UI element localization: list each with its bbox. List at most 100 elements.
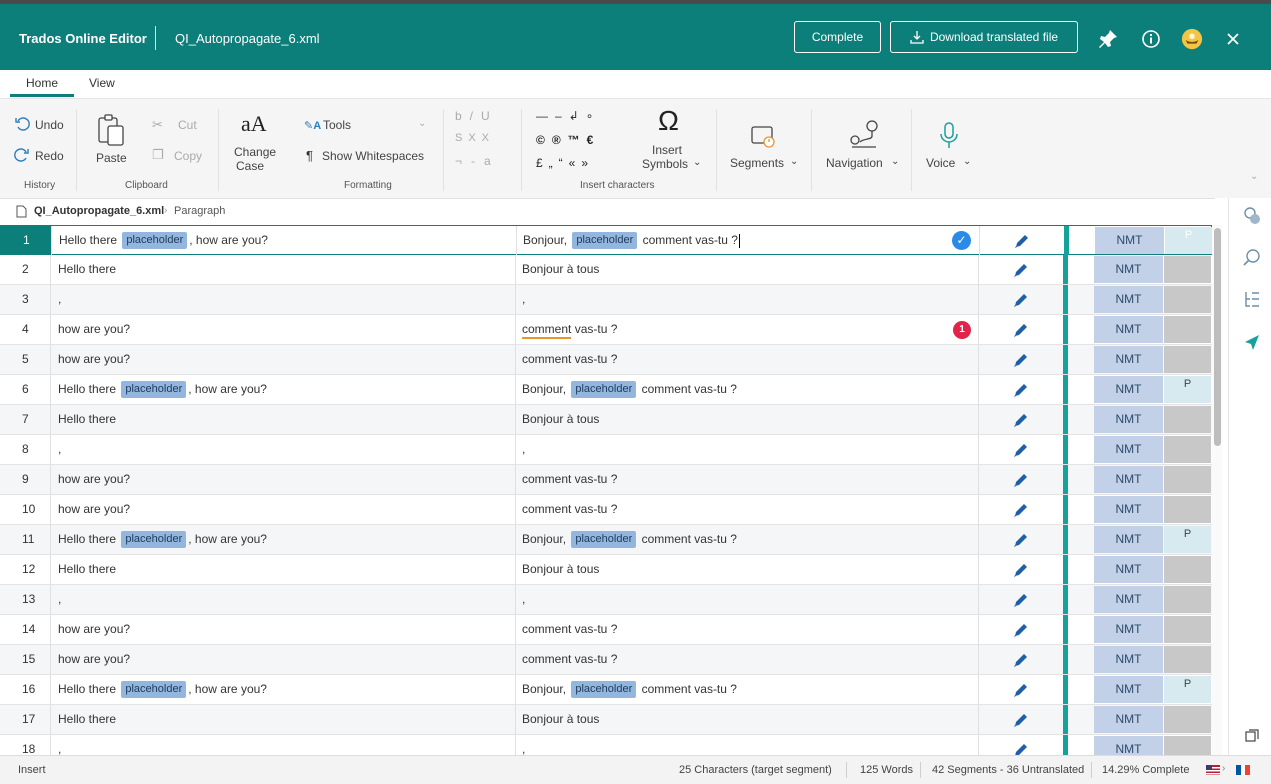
- show-whitespaces-button[interactable]: Show Whitespaces: [322, 149, 425, 163]
- target-cell[interactable]: Bonjour à tous: [516, 255, 979, 284]
- complete-button[interactable]: Complete: [794, 21, 881, 53]
- segment-row[interactable]: 17 Hello there Bonjour à tous NMT: [0, 705, 1212, 735]
- edit-pencil-icon[interactable]: [979, 285, 1063, 314]
- edit-pencil-icon[interactable]: [979, 405, 1063, 434]
- insert-symbols-label-2[interactable]: Symbols: [642, 157, 689, 171]
- search-icon[interactable]: [1241, 247, 1263, 269]
- target-cell[interactable]: Bonjour à tous: [516, 405, 979, 434]
- edit-pencil-icon[interactable]: [979, 345, 1063, 374]
- segment-row[interactable]: 9 how are you? comment vas-tu ? NMT: [0, 465, 1212, 495]
- copy-window-icon[interactable]: [1241, 725, 1263, 747]
- target-cell[interactable]: ,: [516, 285, 979, 314]
- currency-quote-icons[interactable]: £„“«»: [536, 156, 595, 170]
- genie-lamp-icon[interactable]: [1181, 28, 1203, 50]
- scrollbar-track[interactable]: [1212, 225, 1222, 755]
- edit-pencil-icon[interactable]: [979, 585, 1063, 614]
- source-cell[interactable]: Hello there: [51, 705, 516, 734]
- source-cell[interactable]: Hello there: [51, 405, 516, 434]
- segment-row[interactable]: 3,, NMT: [0, 285, 1212, 315]
- edit-pencil-icon[interactable]: [979, 315, 1063, 344]
- source-cell[interactable]: ,: [51, 285, 516, 314]
- insert-symbols-label-1[interactable]: Insert: [652, 143, 683, 157]
- edit-pencil-icon[interactable]: [979, 675, 1063, 704]
- target-cell[interactable]: comment vas-tu ?: [516, 495, 979, 524]
- source-cell[interactable]: how are you?: [51, 495, 516, 524]
- target-cell[interactable]: comment vas-tu ?: [516, 315, 979, 344]
- source-cell[interactable]: Hello there placeholder, how are you?: [51, 375, 516, 404]
- edit-pencil-icon[interactable]: [979, 435, 1063, 464]
- qa-issue-badge[interactable]: 1: [953, 321, 971, 339]
- edit-pencil-icon[interactable]: [979, 645, 1063, 674]
- copy-button[interactable]: Copy: [174, 149, 203, 163]
- edit-pencil-icon[interactable]: [979, 615, 1063, 644]
- bold-italic-underline-icons[interactable]: b/U: [455, 109, 498, 123]
- edit-pencil-icon[interactable]: [979, 735, 1063, 755]
- voice-dropdown[interactable]: Voice: [926, 156, 956, 170]
- edit-pencil-icon[interactable]: [979, 465, 1063, 494]
- segment-row[interactable]: 13,, NMT: [0, 585, 1212, 615]
- change-case-label-2[interactable]: Case: [236, 159, 265, 173]
- source-cell[interactable]: how are you?: [51, 345, 516, 374]
- edit-pencil-icon[interactable]: [979, 705, 1063, 734]
- copyright-chars-icons[interactable]: ©®™€: [536, 133, 601, 147]
- target-cell[interactable]: Bonjour, placeholder comment vas-tu ?: [517, 226, 980, 255]
- source-cell[interactable]: how are you?: [51, 465, 516, 494]
- segment-row[interactable]: 4 how are you? comment vas-tu ? 1 NMT: [0, 315, 1212, 345]
- edit-pencil-icon[interactable]: [979, 375, 1063, 404]
- segment-row[interactable]: 10 how are you? comment vas-tu ? NMT: [0, 495, 1212, 525]
- segment-row[interactable]: 15 how are you? comment vas-tu ? NMT: [0, 645, 1212, 675]
- tree-view-icon[interactable]: [1241, 289, 1263, 311]
- target-cell[interactable]: comment vas-tu ?: [516, 615, 979, 644]
- target-cell[interactable]: ,: [516, 435, 979, 464]
- segment-row[interactable]: 2 Hello there Bonjour à tous NMT: [0, 255, 1212, 285]
- pin-panel-icon[interactable]: [1241, 331, 1263, 353]
- segment-row[interactable]: 14 how are you? comment vas-tu ? NMT: [0, 615, 1212, 645]
- segment-row[interactable]: 8,, NMT: [0, 435, 1212, 465]
- source-cell[interactable]: Hello there placeholder, how are you?: [51, 525, 516, 554]
- segments-dropdown[interactable]: Segments: [730, 156, 785, 170]
- redo-button[interactable]: Redo: [35, 149, 64, 163]
- tab-home[interactable]: Home: [26, 76, 59, 90]
- segment-row[interactable]: 12 Hello there Bonjour à tous NMT: [0, 555, 1212, 585]
- target-cell[interactable]: Bonjour à tous: [516, 555, 979, 584]
- undo-button[interactable]: Undo: [35, 118, 64, 132]
- source-cell[interactable]: ,: [51, 585, 516, 614]
- target-cell[interactable]: ,: [516, 735, 979, 755]
- target-cell[interactable]: comment vas-tu ?: [516, 465, 979, 494]
- target-cell[interactable]: Bonjour, placeholder comment vas-tu ?: [516, 675, 979, 704]
- comments-icon[interactable]: [1241, 205, 1263, 227]
- target-cell[interactable]: comment vas-tu ?: [516, 345, 979, 374]
- cut-button[interactable]: Cut: [178, 118, 197, 132]
- ribbon-collapse-chevron-icon[interactable]: ⌄: [1250, 171, 1259, 182]
- edit-pencil-icon[interactable]: [979, 255, 1063, 284]
- target-cell[interactable]: ,: [516, 585, 979, 614]
- strike-sub-super-icons[interactable]: SXX: [455, 132, 496, 144]
- pin-icon[interactable]: [1097, 28, 1119, 50]
- segment-row[interactable]: 7 Hello there Bonjour à tous NMT: [0, 405, 1212, 435]
- dash-chars-icons[interactable]: —–↲∘: [536, 109, 601, 123]
- source-cell[interactable]: Hello there placeholder, how are you?: [51, 675, 516, 704]
- edit-pencil-icon[interactable]: [979, 555, 1063, 584]
- download-translated-file-button[interactable]: Download translated file: [890, 21, 1078, 53]
- source-cell[interactable]: how are you?: [51, 315, 516, 344]
- source-cell[interactable]: how are you?: [51, 645, 516, 674]
- segment-row[interactable]: 6 Hello there placeholder, how are you? Bo…: [0, 375, 1212, 405]
- edit-pencil-icon[interactable]: [979, 495, 1063, 524]
- info-icon[interactable]: [1140, 28, 1162, 50]
- source-cell[interactable]: Hello there: [51, 555, 516, 584]
- segment-row[interactable]: 11 Hello there placeholder, how are you? B…: [0, 525, 1212, 555]
- breadcrumb-file[interactable]: QI_Autopropagate_6.xml: [34, 205, 165, 217]
- target-cell[interactable]: comment vas-tu ?: [516, 645, 979, 674]
- tab-view[interactable]: View: [89, 76, 115, 90]
- misc-format-icons[interactable]: ¬-a: [455, 154, 500, 168]
- close-icon[interactable]: [1222, 28, 1244, 50]
- scrollbar-thumb[interactable]: [1214, 228, 1221, 446]
- navigation-dropdown[interactable]: Navigation: [826, 156, 883, 170]
- change-case-label-1[interactable]: Change: [234, 145, 277, 159]
- source-cell[interactable]: ,: [51, 435, 516, 464]
- target-cell[interactable]: Bonjour, placeholder comment vas-tu ?: [516, 525, 979, 554]
- segment-row[interactable]: 18,, NMT: [0, 735, 1212, 755]
- edit-pencil-icon[interactable]: [979, 525, 1063, 554]
- target-cell[interactable]: Bonjour à tous: [516, 705, 979, 734]
- segment-row[interactable]: 16 Hello there placeholder, how are you? B…: [0, 675, 1212, 705]
